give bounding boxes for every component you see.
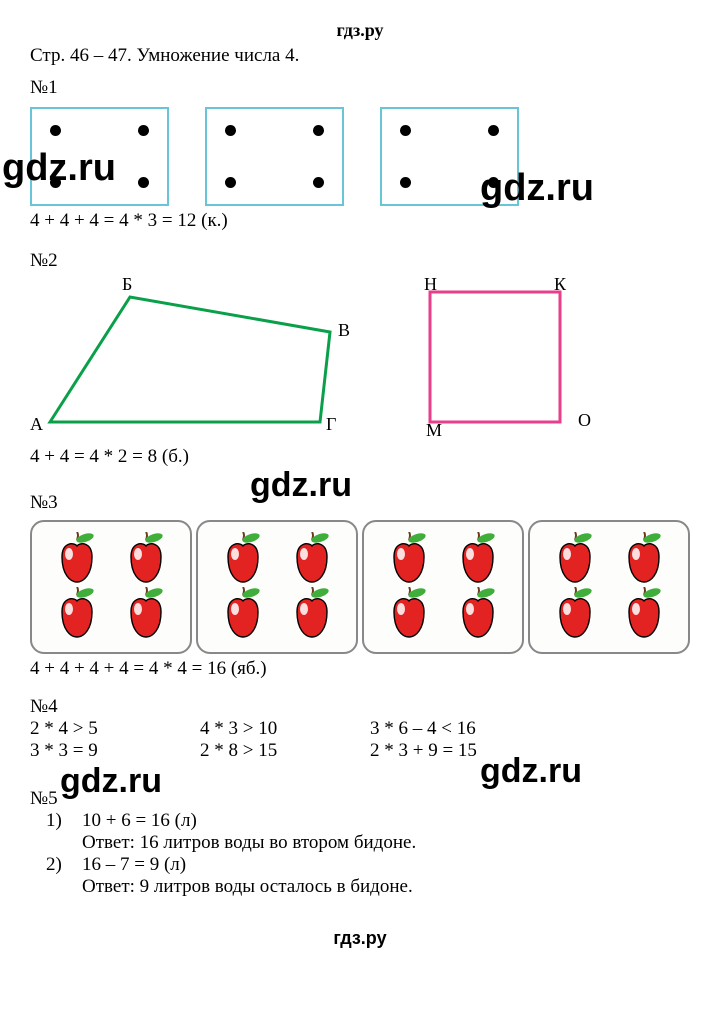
apple-box [362,520,524,654]
page-title: Стр. 46 – 47. Умножение числа 4. [30,45,690,67]
problem-1-number: №1 [30,77,690,99]
apple-box [30,520,192,654]
vertex-label: А [30,414,43,435]
dot-box [380,107,519,206]
p4-cell: 2 * 8 > 15 [200,740,370,762]
p5-index: 2) [30,854,82,898]
apple-icon [545,532,605,587]
problem-4-grid: 2 * 4 > 5 4 * 3 > 10 3 * 6 – 4 < 16 3 * … [30,718,690,762]
site-footer: гдз.ру [30,928,690,949]
apple-icon [116,587,176,642]
apple-icon [545,587,605,642]
quadrilateral-shape [30,282,360,442]
vertex-label: О [578,410,591,431]
dot-box [205,107,344,206]
apple-icon [448,532,508,587]
p5-answer: Ответ: 16 литров воды во втором бидоне. [82,832,416,854]
problem-2-equation: 4 + 4 = 4 * 2 = 8 (б.) [30,446,690,468]
p4-cell: 2 * 4 > 5 [30,718,200,740]
p4-cell: 3 * 6 – 4 < 16 [370,718,550,740]
vertex-label: В [338,320,350,341]
problem-5-number: №5 [30,788,690,810]
apple-icon [614,587,674,642]
apple-icon [282,532,342,587]
p5-item: 1) 10 + 6 = 16 (л) Ответ: 16 литров воды… [30,810,690,854]
p5-index: 1) [30,810,82,854]
apple-icon [213,532,273,587]
p5-item: 2) 16 – 7 = 9 (л) Ответ: 9 литров воды о… [30,854,690,898]
apple-icon [47,532,107,587]
vertex-label: Б [122,274,132,295]
p5-equation: 16 – 7 = 9 (л) [82,854,413,876]
apple-box [528,520,690,654]
problem-1-figure: gdz.ru gdz.ru [30,107,690,206]
p5-equation: 10 + 6 = 16 (л) [82,810,416,832]
apple-icon [282,587,342,642]
p4-cell: 4 * 3 > 10 [200,718,370,740]
vertex-label: Н [424,274,437,295]
apple-icon [116,532,176,587]
problem-3-equation: 4 + 4 + 4 + 4 = 4 * 4 = 16 (яб.) [30,658,690,680]
p4-cell: 3 * 3 = 9 [30,740,200,762]
vertex-label: М [426,420,442,441]
problem-4-number: №4 [30,696,690,718]
site-header: гдз.ру [30,20,690,41]
problem-2-number: №2 [30,250,690,272]
problem-3-number: №3 [30,492,690,514]
apple-icon [614,532,674,587]
apple-icon [47,587,107,642]
vertex-label: К [554,274,566,295]
apple-box [196,520,358,654]
vertex-label: Г [326,414,336,435]
apple-icon [448,587,508,642]
problem-3-figure [30,520,690,654]
apple-icon [379,587,439,642]
problem-1-equation: 4 + 4 + 4 = 4 * 3 = 12 (к.) [30,210,690,232]
dot-box [30,107,169,206]
p4-cell: 2 * 3 + 9 = 15 [370,740,550,762]
problem-2-figure: А Б В Г Н К М О [30,282,690,442]
square-shape [400,282,600,442]
p5-answer: Ответ: 9 литров воды осталось в бидоне. [82,876,413,898]
apple-icon [213,587,273,642]
apple-icon [379,532,439,587]
